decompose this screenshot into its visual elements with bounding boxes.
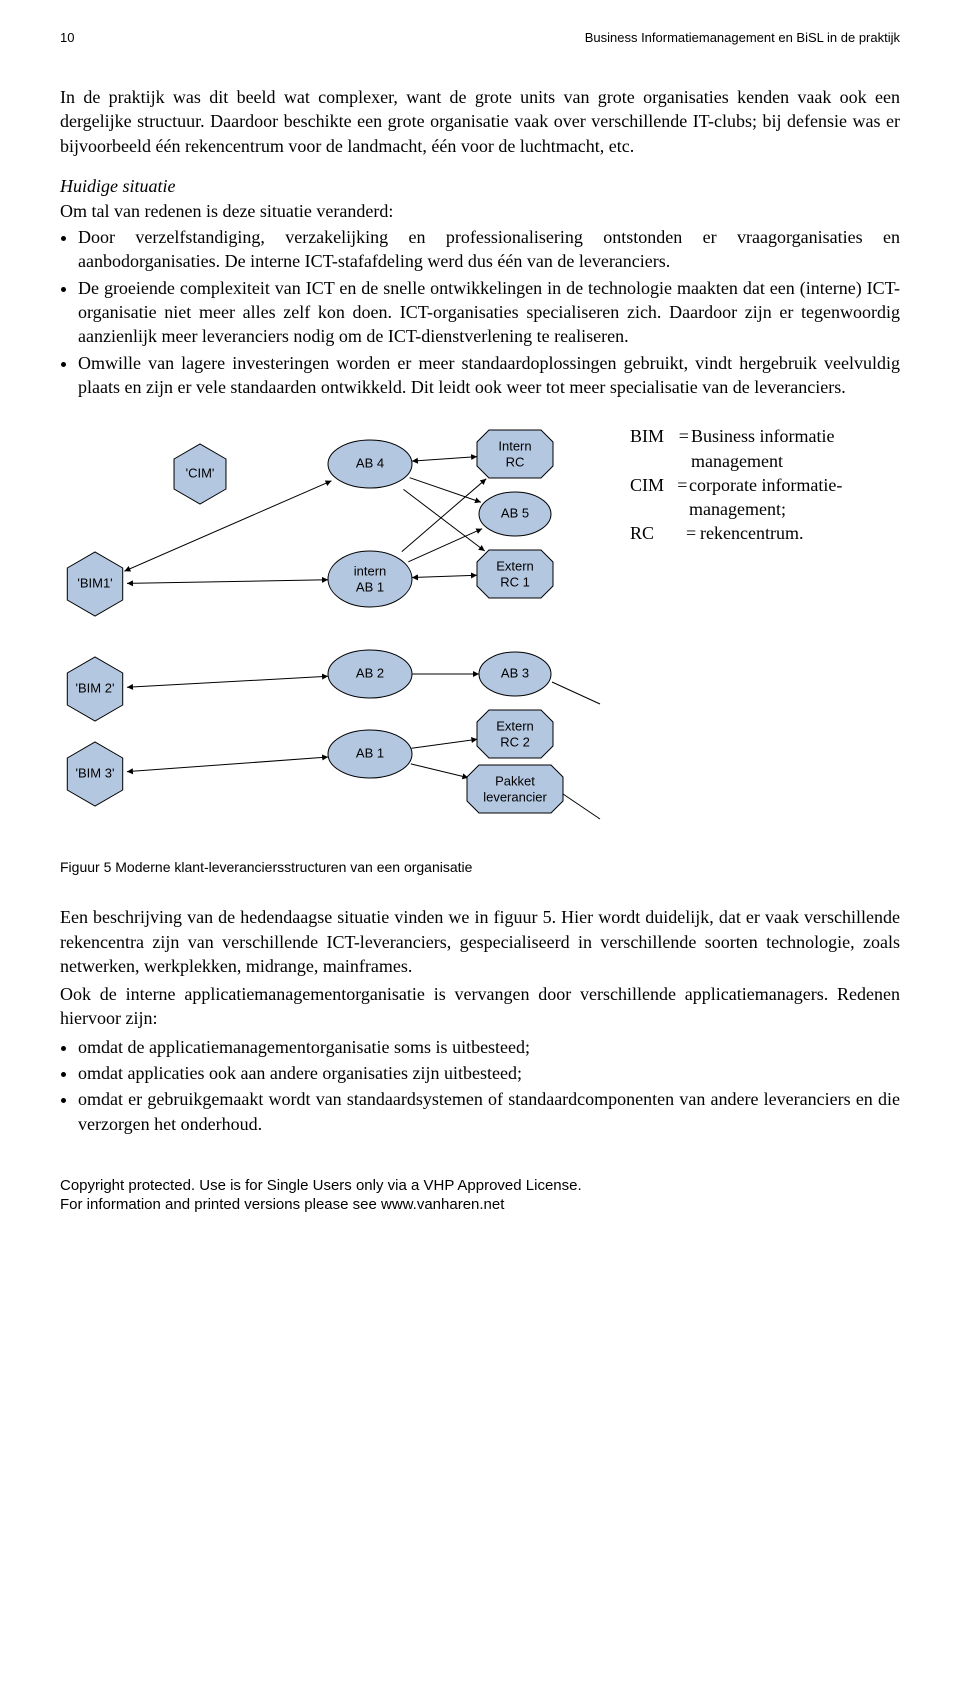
legend-eq: = xyxy=(686,521,700,545)
svg-text:'BIM 2': 'BIM 2' xyxy=(76,681,115,696)
followup-paragraph-2: Ook de interne applicatiemanagementorgan… xyxy=(60,982,900,1031)
svg-text:AB 3: AB 3 xyxy=(501,666,529,681)
followup-bullets: omdat de applicatiemanagementorganisatie… xyxy=(60,1035,900,1136)
situation-bullets: Door verzelfstandiging, verzakelijking e… xyxy=(60,225,900,399)
legend-val: corporate informatie-management; xyxy=(689,473,900,522)
svg-text:RC: RC xyxy=(506,455,525,470)
svg-text:AB 2: AB 2 xyxy=(356,666,384,681)
network-diagram: 'CIM''BIM1''BIM 2''BIM 3'AB 4internAB 1A… xyxy=(60,424,620,844)
situation-heading: Huidige situatie xyxy=(60,176,900,197)
page-number: 10 xyxy=(60,30,74,45)
legend-key: BIM xyxy=(630,424,679,473)
figure-5: 'CIM''BIM1''BIM 2''BIM 3'AB 4internAB 1A… xyxy=(60,424,900,849)
legend-eq: = xyxy=(679,424,691,473)
legend-val: Business informatie management xyxy=(691,424,900,473)
list-item: omdat de applicatiemanagementorganisatie… xyxy=(78,1035,900,1059)
legend-key: CIM xyxy=(630,473,677,522)
legend-row: BIM = Business informatie management xyxy=(630,424,900,473)
svg-text:AB 1: AB 1 xyxy=(356,580,384,595)
figure-caption: Figuur 5 Moderne klant-leveranciersstruc… xyxy=(60,859,900,875)
running-header: 10 Business Informatiemanagement en BiSL… xyxy=(60,30,900,45)
svg-text:AB 4: AB 4 xyxy=(356,456,384,471)
svg-text:intern: intern xyxy=(354,564,387,579)
followup-paragraph-1: Een beschrijving van de hedendaagse situ… xyxy=(60,905,900,978)
svg-text:Extern: Extern xyxy=(496,559,534,574)
svg-text:AB 5: AB 5 xyxy=(501,506,529,521)
footer-line-2: For information and printed versions ple… xyxy=(60,1195,900,1215)
list-item: Door verzelfstandiging, verzakelijking e… xyxy=(78,225,900,274)
list-item: omdat er gebruikgemaakt wordt van standa… xyxy=(78,1087,900,1136)
legend-eq: = xyxy=(677,473,689,522)
intro-paragraph: In de praktijk was dit beeld wat complex… xyxy=(60,85,900,158)
legend-row: CIM = corporate informatie-management; xyxy=(630,473,900,522)
svg-text:RC 1: RC 1 xyxy=(500,575,530,590)
footer-line-1: Copyright protected. Use is for Single U… xyxy=(60,1176,900,1196)
diagram-svg-container: 'CIM''BIM1''BIM 2''BIM 3'AB 4internAB 1A… xyxy=(60,424,620,849)
list-item: De groeiende complexiteit van ICT en de … xyxy=(78,276,900,349)
diagram-legend: BIM = Business informatie management CIM… xyxy=(620,424,900,849)
situation-intro: Om tal van redenen is deze situatie vera… xyxy=(60,199,900,223)
svg-text:'CIM': 'CIM' xyxy=(186,466,215,481)
page-footer: Copyright protected. Use is for Single U… xyxy=(60,1176,900,1215)
svg-text:AB 1: AB 1 xyxy=(356,746,384,761)
list-item: Omwille van lagere investeringen worden … xyxy=(78,351,900,400)
legend-val: rekencentrum. xyxy=(700,521,803,545)
svg-text:RC 2: RC 2 xyxy=(500,735,530,750)
svg-text:Pakket: Pakket xyxy=(495,774,535,789)
legend-key: RC xyxy=(630,521,686,545)
svg-text:Intern: Intern xyxy=(498,439,531,454)
page: 10 Business Informatiemanagement en BiSL… xyxy=(0,0,960,1255)
svg-text:leverancier: leverancier xyxy=(483,790,547,805)
legend-row: RC = rekencentrum. xyxy=(630,521,900,545)
list-item: omdat applicaties ook aan andere organis… xyxy=(78,1061,900,1085)
running-title: Business Informatiemanagement en BiSL in… xyxy=(585,30,900,45)
svg-text:'BIM1': 'BIM1' xyxy=(77,576,112,591)
svg-text:'BIM 3': 'BIM 3' xyxy=(76,766,115,781)
svg-text:Extern: Extern xyxy=(496,719,534,734)
